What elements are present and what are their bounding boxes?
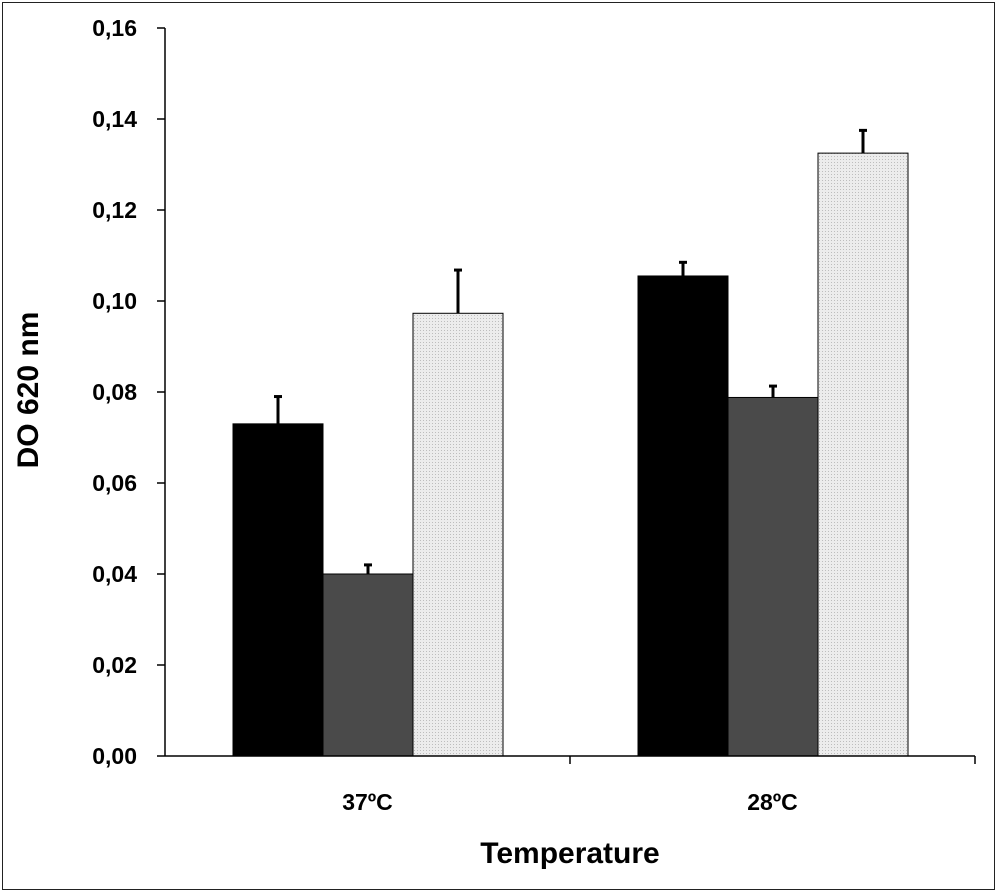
y-axis-title: DO 620 nm (12, 312, 45, 469)
bar (412, 312, 504, 757)
y-tick-label: 0,10 (92, 288, 137, 314)
axes-layer: 0,00 0,02 0,04 0,06 0,08 0,10 0,12 0,14 0,16 37ºC… (92, 15, 976, 815)
bar (637, 275, 729, 757)
y-tick-label: 0,02 (92, 652, 137, 678)
y-tick-label: 0,12 (92, 197, 137, 223)
y-tick-label: 0,00 (92, 743, 137, 769)
y-tick-label: 0,16 (92, 15, 137, 41)
y-tick-label: 0,06 (92, 470, 137, 496)
y-tick-label: 0,14 (92, 106, 137, 132)
bar (322, 573, 414, 757)
bars-layer (232, 128, 909, 757)
bar (232, 423, 324, 757)
y-tick-label: 0,08 (92, 379, 137, 405)
bar (817, 152, 909, 757)
y-tick-label: 0,04 (92, 561, 137, 587)
bar (727, 396, 819, 757)
x-tick-label: 37ºC (342, 789, 393, 815)
x-axis-title: Temperature (480, 837, 660, 870)
x-tick-label: 28ºC (747, 789, 798, 815)
